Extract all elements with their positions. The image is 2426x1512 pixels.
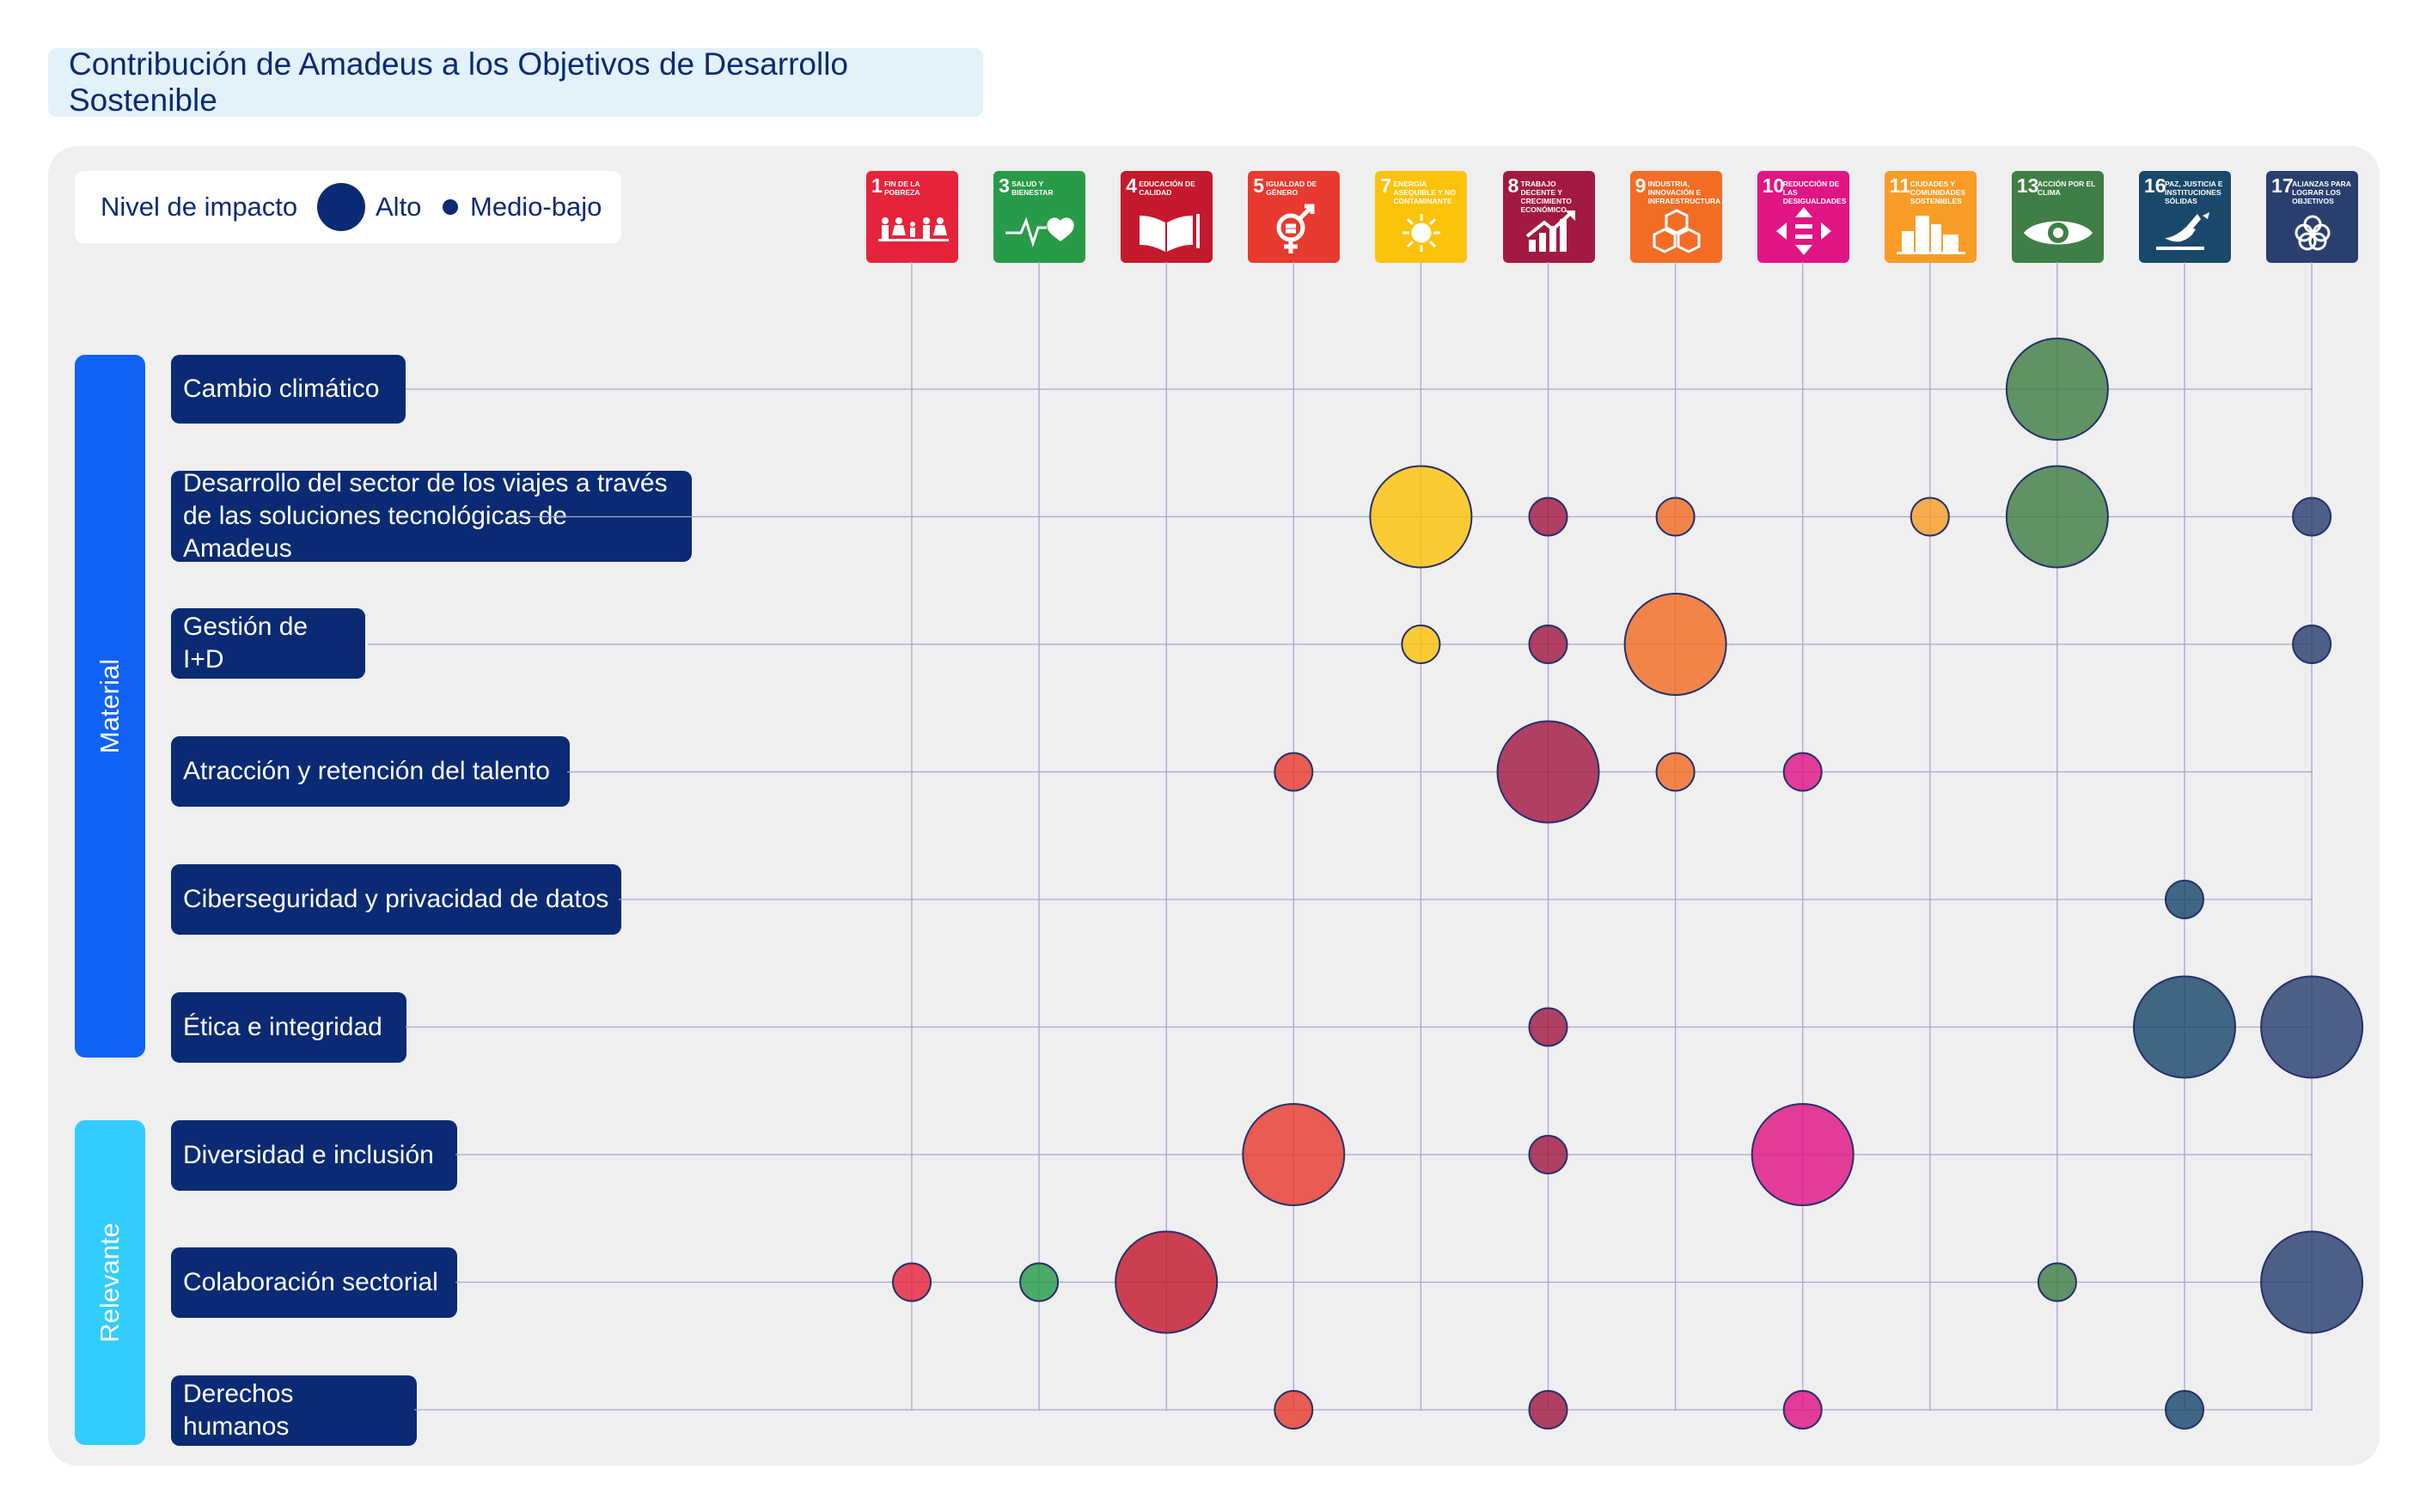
sdg-9-tile: 9 Industria, innovación e infraestructura — [1629, 171, 1722, 263]
row-label-etica: Ética e integridad — [171, 992, 406, 1063]
row-label-colaboracion: Colaboración sectorial — [171, 1247, 457, 1318]
chart-title: Contribución de Amadeus a los Objetivos … — [48, 46, 983, 118]
bubble-sdg-16 — [2133, 975, 2236, 1079]
bubble-sdg-8 — [1528, 1135, 1568, 1174]
row-label-cambio-climatico: Cambio climático — [171, 355, 406, 424]
row-label-ciberseguridad: Ciberseguridad y privacidad de datos — [171, 864, 621, 935]
bubble-sdg-4 — [1115, 1230, 1219, 1334]
sdg-1-tile: 1 Fin de la pobreza — [866, 171, 958, 263]
cubes-icon — [1653, 209, 1701, 253]
sdg-title: Ciudades y comunidades sostenibles — [1910, 180, 1966, 205]
bubble-sdg-9 — [1655, 497, 1696, 537]
gender-icon — [1276, 204, 1315, 253]
row-label-gestion-id: Gestión de I+D — [171, 608, 365, 679]
sdg-5-tile: 5 Igualdad de género — [1248, 171, 1341, 263]
bubble-sdg-8 — [1528, 497, 1568, 537]
city-icon — [1896, 216, 1965, 254]
sdg-title: Reducción de las desigualdades — [1782, 180, 1847, 205]
bubble-sdg-8 — [1528, 625, 1568, 664]
legend-title: Nivel de impacto — [101, 192, 298, 222]
sdg-number: 8 — [1507, 174, 1519, 197]
bubble-sdg-7 — [1401, 625, 1441, 664]
sdg-title: Industria, innovación e infraestructura — [1647, 180, 1721, 205]
bubble-sdg-10 — [1782, 752, 1823, 792]
legend: Nivel de impacto Alto Medio-bajo — [75, 171, 621, 243]
rings-icon — [2295, 215, 2331, 251]
group-bar-relevante: Relevante — [75, 1120, 145, 1445]
sdg-title: Igualdad de género — [1266, 180, 1317, 197]
sdg-title: Educación de calidad — [1139, 180, 1195, 197]
sun-icon — [1402, 214, 1441, 252]
sdg-title: Fin de la pobreza — [884, 180, 920, 197]
sdg-title: Paz, justicia e instituciones sólidas — [2165, 180, 2223, 205]
legend-high-marker — [317, 183, 365, 231]
bubble-sdg-17 — [2292, 497, 2332, 537]
sdg-number: 4 — [1126, 174, 1137, 197]
bubble-sdg-5 — [1274, 752, 1314, 792]
bubble-sdg-5 — [1274, 1390, 1314, 1430]
bubble-sdg-17 — [2292, 625, 2332, 664]
legend-low-marker — [443, 199, 458, 215]
bubble-sdg-17 — [2260, 975, 2364, 1079]
sdg-16-tile: 16 Paz, justicia e instituciones sólidas — [2139, 171, 2231, 263]
dove-icon — [2156, 212, 2209, 250]
sdg-title: Alianzas para lograr los objetivos — [2292, 180, 2351, 205]
sdg-4-tile: 4 Educación de calidad — [1121, 171, 1213, 263]
sdg-10-tile: 10 Reducción de las desigualdades — [1757, 171, 1849, 263]
bubble-sdg-5 — [1242, 1103, 1346, 1206]
sdg-11-tile: 11 Ciudades y comunidades sostenibles — [1884, 171, 1977, 263]
sdg-number: 9 — [1635, 174, 1647, 197]
bubble-sdg-8 — [1528, 1007, 1568, 1047]
bubble-sdg-9 — [1623, 593, 1727, 696]
sdg-13-tile: 13 Acción por el clima — [2011, 171, 2104, 263]
group-bar-material: Material — [75, 355, 145, 1058]
row-label-talento: Atracción y retención del talento — [171, 736, 570, 807]
bubble-sdg-16 — [2165, 880, 2204, 919]
bubble-sdg-11 — [1910, 497, 1950, 537]
sdg-number: 13 — [2016, 174, 2039, 197]
bubble-sdg-8 — [1496, 720, 1600, 824]
bubble-sdg-13 — [2005, 338, 2109, 441]
sdg-number: 3 — [999, 174, 1010, 197]
sdg-number: 16 — [2144, 174, 2166, 197]
growth-chart-icon — [1525, 210, 1575, 252]
sdg-number: 11 — [1889, 174, 1911, 197]
sdg-number: 5 — [1253, 174, 1265, 197]
bubble-sdg-17 — [2260, 1230, 2364, 1334]
eye-globe-icon — [2023, 221, 2093, 245]
sdg-number: 7 — [1380, 174, 1392, 197]
sdg-3-tile: 3 Salud y bienestar — [993, 171, 1086, 263]
sdg-number: 10 — [1762, 174, 1785, 197]
sdg-8-tile: 8 Trabajo decente y crecimiento económico — [1502, 171, 1595, 263]
bubble-sdg-10 — [1751, 1103, 1855, 1206]
legend-low-label: Medio-bajo — [470, 192, 602, 222]
sdg-17-tile: 17 Alianzas para lograr los objetivos — [2266, 171, 2359, 263]
sdg-7-tile: 7 Energía asequible y no contaminante — [1375, 171, 1468, 263]
bubble-sdg-9 — [1655, 752, 1696, 792]
bubble-sdg-10 — [1782, 1390, 1823, 1430]
family-icon — [878, 217, 949, 241]
sdg-title: Acción por el clima — [2037, 180, 2096, 197]
row-label-diversidad: Diversidad e inclusión — [171, 1120, 457, 1191]
legend-high-label: Alto — [376, 192, 422, 222]
bubble-sdg-3 — [1019, 1262, 1060, 1302]
book-icon — [1140, 214, 1201, 252]
sdg-title: Energía asequible y no contaminante — [1393, 180, 1456, 205]
row-label-derechos-humanos: Derechos humanos — [171, 1375, 417, 1446]
bubble-sdg-1 — [892, 1262, 932, 1302]
heartbeat-icon — [1005, 216, 1074, 247]
bubble-sdg-8 — [1528, 1390, 1568, 1430]
bubble-sdg-13 — [2037, 1262, 2077, 1302]
sdg-title: Salud y bienestar — [1011, 180, 1054, 197]
bubble-sdg-7 — [1369, 465, 1473, 569]
bubble-sdg-16 — [2165, 1390, 2204, 1430]
sdg-title: Trabajo decente y crecimiento económico — [1520, 180, 1572, 214]
equality-icon — [1775, 207, 1831, 255]
sdg-number: 1 — [871, 174, 883, 197]
bubble-sdg-13 — [2005, 465, 2109, 569]
sdg-number: 17 — [2271, 174, 2294, 197]
